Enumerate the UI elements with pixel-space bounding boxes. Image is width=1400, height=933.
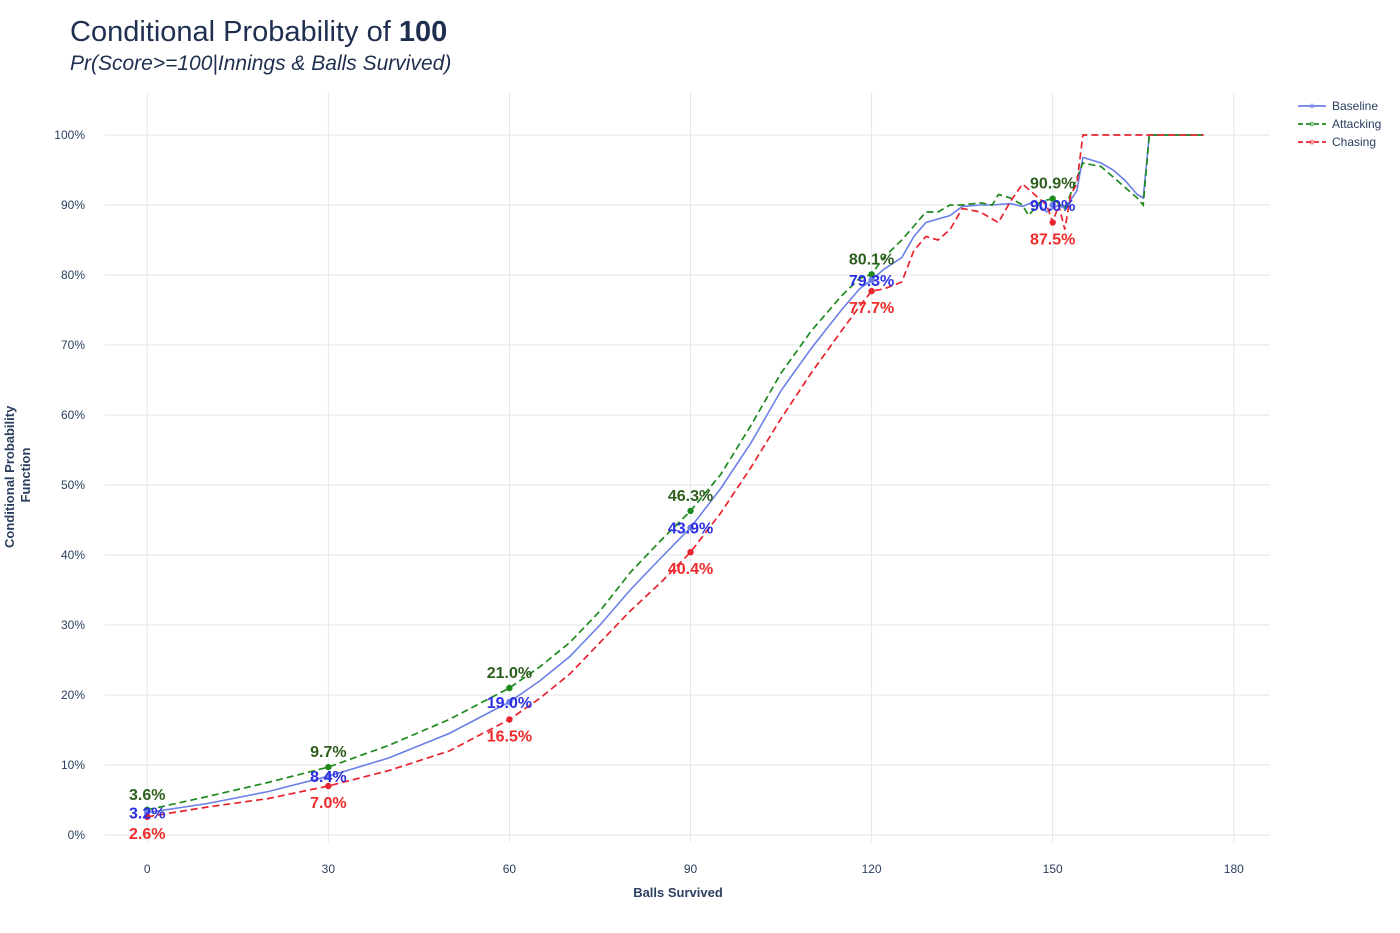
- data-point-attacking: [325, 763, 332, 771]
- y-tick-label: 50%: [61, 478, 85, 492]
- data-point-chasing: [1049, 219, 1056, 226]
- legend-label: Baseline: [1332, 99, 1378, 113]
- legend-label: Attacking: [1332, 117, 1381, 131]
- data-label-baseline: 79.3%: [849, 273, 894, 290]
- data-label-attacking: 80.1%: [849, 251, 894, 268]
- y-tick-label: 10%: [61, 758, 85, 772]
- x-tick-label: 0: [144, 862, 151, 876]
- data-point-chasing: [144, 813, 151, 820]
- data-point-chasing: [868, 287, 875, 295]
- chart-subtitle: Pr(Score>=100|Innings & Balls Survived): [70, 52, 452, 75]
- chart-title-bold: 100: [398, 16, 448, 48]
- y-axis-ticks: 0% 10% 20% 30% 40% 50% 60% 70% 80% 90% 100%: [54, 128, 85, 842]
- data-point-attacking: [506, 684, 513, 692]
- data-label-attacking: 90.9%: [1030, 176, 1075, 193]
- annotated-points: [144, 195, 1056, 820]
- legend-item-chasing[interactable]: Chasing: [1298, 135, 1376, 149]
- y-axis-title-line1: Conditional Probability: [2, 405, 17, 548]
- data-point-attacking: [687, 507, 694, 515]
- y-tick-label: 60%: [61, 408, 85, 422]
- legend-marker: [1309, 103, 1315, 109]
- data-label-attacking: 46.3%: [668, 488, 713, 505]
- data-label-chasing: 2.6%: [129, 826, 165, 843]
- x-tick-label: 120: [862, 862, 882, 876]
- series-line-attacking: [147, 134, 1204, 811]
- data-label-baseline: 3.2%: [129, 806, 165, 823]
- legend-item-attacking[interactable]: Attacking: [1298, 117, 1381, 131]
- data-point-attacking: [1049, 195, 1056, 202]
- y-tick-label: 20%: [61, 688, 85, 702]
- legend[interactable]: Baseline Attacking Chasing: [1298, 99, 1381, 149]
- data-label-baseline: 8.4%: [310, 769, 346, 786]
- series-line-baseline: [147, 134, 1204, 814]
- grid-lines: [105, 93, 1270, 842]
- y-tick-label: 0%: [68, 828, 86, 842]
- x-axis-ticks: 0 30 60 90 120 150 180: [144, 862, 1244, 876]
- x-tick-label: 180: [1224, 862, 1244, 876]
- x-axis-title: Balls Survived: [633, 885, 723, 900]
- data-label-baseline: 19.0%: [487, 695, 532, 712]
- y-axis-title-line2: Function: [18, 448, 33, 503]
- data-point-baseline: [868, 276, 875, 284]
- data-point-chasing: [325, 782, 332, 790]
- x-tick-label: 30: [322, 862, 336, 876]
- data-point-attacking: [868, 271, 875, 278]
- y-axis-title: Conditional Probability Function: [2, 402, 33, 548]
- y-tick-label: 100%: [54, 128, 85, 142]
- data-label-chasing: 40.4%: [668, 561, 713, 578]
- data-point-baseline: [325, 773, 332, 780]
- legend-label: Chasing: [1332, 135, 1376, 149]
- data-label-chasing: 7.0%: [310, 795, 346, 812]
- legend-item-baseline[interactable]: Baseline: [1298, 99, 1378, 113]
- data-label-chasing: 77.7%: [849, 300, 894, 317]
- x-tick-label: 90: [684, 862, 698, 876]
- data-point-baseline: [506, 698, 513, 706]
- x-tick-label: 60: [503, 862, 517, 876]
- data-point-chasing: [506, 716, 513, 723]
- series-line-chasing: [147, 134, 1204, 818]
- data-point-baseline: [687, 524, 694, 531]
- data-label-attacking: 9.7%: [310, 744, 346, 761]
- series-lines: [147, 134, 1204, 818]
- x-tick-label: 150: [1043, 862, 1063, 876]
- data-label-chasing: 16.5%: [487, 729, 532, 746]
- data-label-baseline: 43.9%: [668, 521, 713, 538]
- y-tick-label: 40%: [61, 548, 85, 562]
- y-tick-label: 70%: [61, 338, 85, 352]
- data-point-chasing: [687, 549, 694, 556]
- chart-title-prefix: Conditional Probability of: [70, 16, 399, 48]
- chart-title: Conditional Probability of 100: [70, 16, 447, 49]
- legend-marker: [1309, 139, 1315, 145]
- legend-marker: [1309, 121, 1315, 127]
- data-label-baseline: 90.0%: [1030, 198, 1075, 215]
- data-point-baseline: [1049, 201, 1056, 209]
- data-label-chasing: 87.5%: [1030, 232, 1075, 249]
- y-tick-label: 90%: [61, 198, 85, 212]
- y-tick-label: 30%: [61, 618, 85, 632]
- data-label-attacking: 21.0%: [487, 665, 532, 682]
- annotation-labels: 3.6% 3.2% 2.6% 9.7% 8.4% 7.0% 21.0% 19.0% 16.5% 4…: [129, 176, 1075, 843]
- y-tick-label: 80%: [61, 268, 85, 282]
- data-label-attacking: 3.6%: [129, 787, 165, 804]
